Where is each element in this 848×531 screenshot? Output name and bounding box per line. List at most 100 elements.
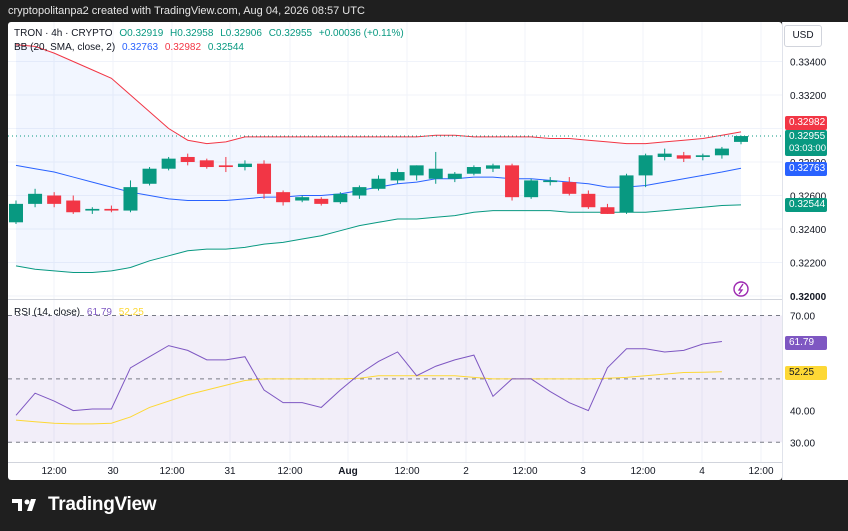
candle-down <box>314 198 329 204</box>
time-tick-label: 31 <box>224 466 236 477</box>
candle-down <box>276 192 291 203</box>
change-value: +0.00036 (+0.11%) <box>318 28 404 39</box>
last-price-value: 0.32955 <box>789 131 826 142</box>
rsi-tick-label: 70.00 <box>790 312 815 323</box>
candle-up <box>657 153 672 157</box>
price-tick-label: 0.33200 <box>790 91 827 102</box>
symbol-label: TRON · 4h · CRYPTO <box>14 28 113 39</box>
candle-down <box>47 195 62 204</box>
time-tick-label: 3 <box>580 466 586 477</box>
last-price-tag: 0.32955 03:03:00 <box>785 130 827 156</box>
candle-down <box>505 165 520 198</box>
candle-up <box>333 193 348 203</box>
bb-upper-line <box>15 44 742 145</box>
candle-up <box>123 187 138 211</box>
high-value: H0.32958 <box>170 28 214 39</box>
price-axis[interactable]: 0.334000.332000.328000.326000.324000.322… <box>782 22 848 480</box>
brand-text: TradingView <box>48 494 157 515</box>
rsi-tick-label: 30.00 <box>790 438 815 449</box>
candle-down <box>676 155 691 159</box>
bb-basis-value: 0.32763 <box>121 42 159 53</box>
candle-up <box>161 158 176 169</box>
attribution-text: cryptopolitanpa2 created with TradingVie… <box>8 5 365 17</box>
candle-up <box>352 187 367 196</box>
candle-up <box>142 168 157 184</box>
bb-label: BB (20, SMA, close, 2) <box>14 42 116 53</box>
rsi-legend: RSI (14, close) 61.79 52.25 <box>14 307 144 318</box>
price-legend: TRON · 4h · CRYPTO O0.32919 H0.32958 L0.… <box>14 28 404 39</box>
bb-band-fill <box>16 44 741 273</box>
candle-up <box>466 167 481 174</box>
time-tick-label: 12:00 <box>159 466 184 477</box>
time-tick-label: 12:00 <box>512 466 537 477</box>
close-value: C0.32955 <box>268 28 313 39</box>
rsi-value-tag: 61.79 <box>785 336 827 350</box>
candle-up <box>295 197 310 201</box>
rsi-tick-label: 40.00 <box>790 407 815 418</box>
candle-up <box>543 180 558 183</box>
time-tick-label: 30 <box>107 466 119 477</box>
price-tick-label: 0.32000 <box>790 292 827 303</box>
alert-bolt-icon <box>737 283 744 295</box>
time-tick-label: Aug <box>338 466 357 477</box>
candle-up <box>409 165 424 176</box>
footer: TradingView <box>0 480 848 531</box>
chart-canvas[interactable]: 12:00 30 12:00 31 12:00 Aug 12:00 2 12:00 3 12:00 4… <box>8 22 782 480</box>
price-tick-label: 0.32400 <box>790 225 827 236</box>
price-tick-label: 0.33400 <box>790 58 827 69</box>
rsi-ma-legend-value: 52.25 <box>118 307 144 318</box>
candle-down <box>581 193 596 208</box>
candle-down <box>66 200 81 213</box>
countdown-value: 03:03:00 <box>789 143 826 154</box>
rsi-ma-line <box>15 371 722 425</box>
candle-down <box>562 182 577 194</box>
low-value: L0.32906 <box>220 28 262 39</box>
time-tick-label: 2 <box>463 466 469 477</box>
time-tick-label: 12:00 <box>277 466 302 477</box>
time-tick-label: 12:00 <box>630 466 655 477</box>
rsi-legend-value: 61.79 <box>86 307 112 318</box>
rsi-line <box>15 341 722 416</box>
currency-button[interactable]: USD <box>784 25 822 47</box>
chart-frame[interactable]: 12:00 30 12:00 31 12:00 Aug 12:00 2 12:00 3 12:00 4… <box>8 22 782 480</box>
price-tick-label: 0.32200 <box>790 259 827 270</box>
tradingview-logo-icon <box>12 499 36 511</box>
rsi-ma-tag: 52.25 <box>785 366 827 380</box>
candle-up <box>619 175 634 213</box>
candle-up <box>638 155 653 176</box>
candle-up <box>237 163 252 168</box>
bb-basis-tag: 0.32763 <box>785 162 827 176</box>
alert-icon <box>733 281 749 297</box>
candle-up <box>371 178 386 189</box>
time-tick-label: 12:00 <box>394 466 419 477</box>
candle-up <box>28 193 43 204</box>
candle-down <box>600 207 615 214</box>
candle-up <box>695 155 710 157</box>
candle-up <box>428 168 443 179</box>
candle-down <box>257 163 272 194</box>
candle-up <box>390 172 405 181</box>
bb-lower-tag: 0.32544 <box>785 198 827 212</box>
bb-upper-value: 0.32982 <box>164 42 202 53</box>
price-tick-label: 0.32600 <box>790 192 827 203</box>
bb-legend: BB (20, SMA, close, 2) 0.32763 0.32982 0… <box>14 42 244 53</box>
time-tick-label: 12:00 <box>748 466 773 477</box>
candle-up <box>734 136 748 142</box>
candle-down <box>104 208 119 211</box>
time-tick-label: 4 <box>699 466 705 477</box>
bb-upper-tag: 0.32982 <box>785 116 827 130</box>
rsi-label: RSI (14, close) <box>14 307 81 318</box>
tradingview-logo[interactable]: TradingView <box>12 494 157 516</box>
candle-up <box>447 173 462 179</box>
open-value: O0.32919 <box>119 28 164 39</box>
candle-up <box>714 148 729 156</box>
candle-up <box>85 208 100 211</box>
bb-lower-value: 0.32544 <box>207 42 244 53</box>
candle-up <box>485 165 500 169</box>
candle-down <box>199 160 214 168</box>
candle-up <box>9 203 23 223</box>
candle-up <box>524 180 539 198</box>
candle-down <box>218 165 233 168</box>
time-tick-label: 12:00 <box>41 466 66 477</box>
candle-down <box>180 156 195 162</box>
